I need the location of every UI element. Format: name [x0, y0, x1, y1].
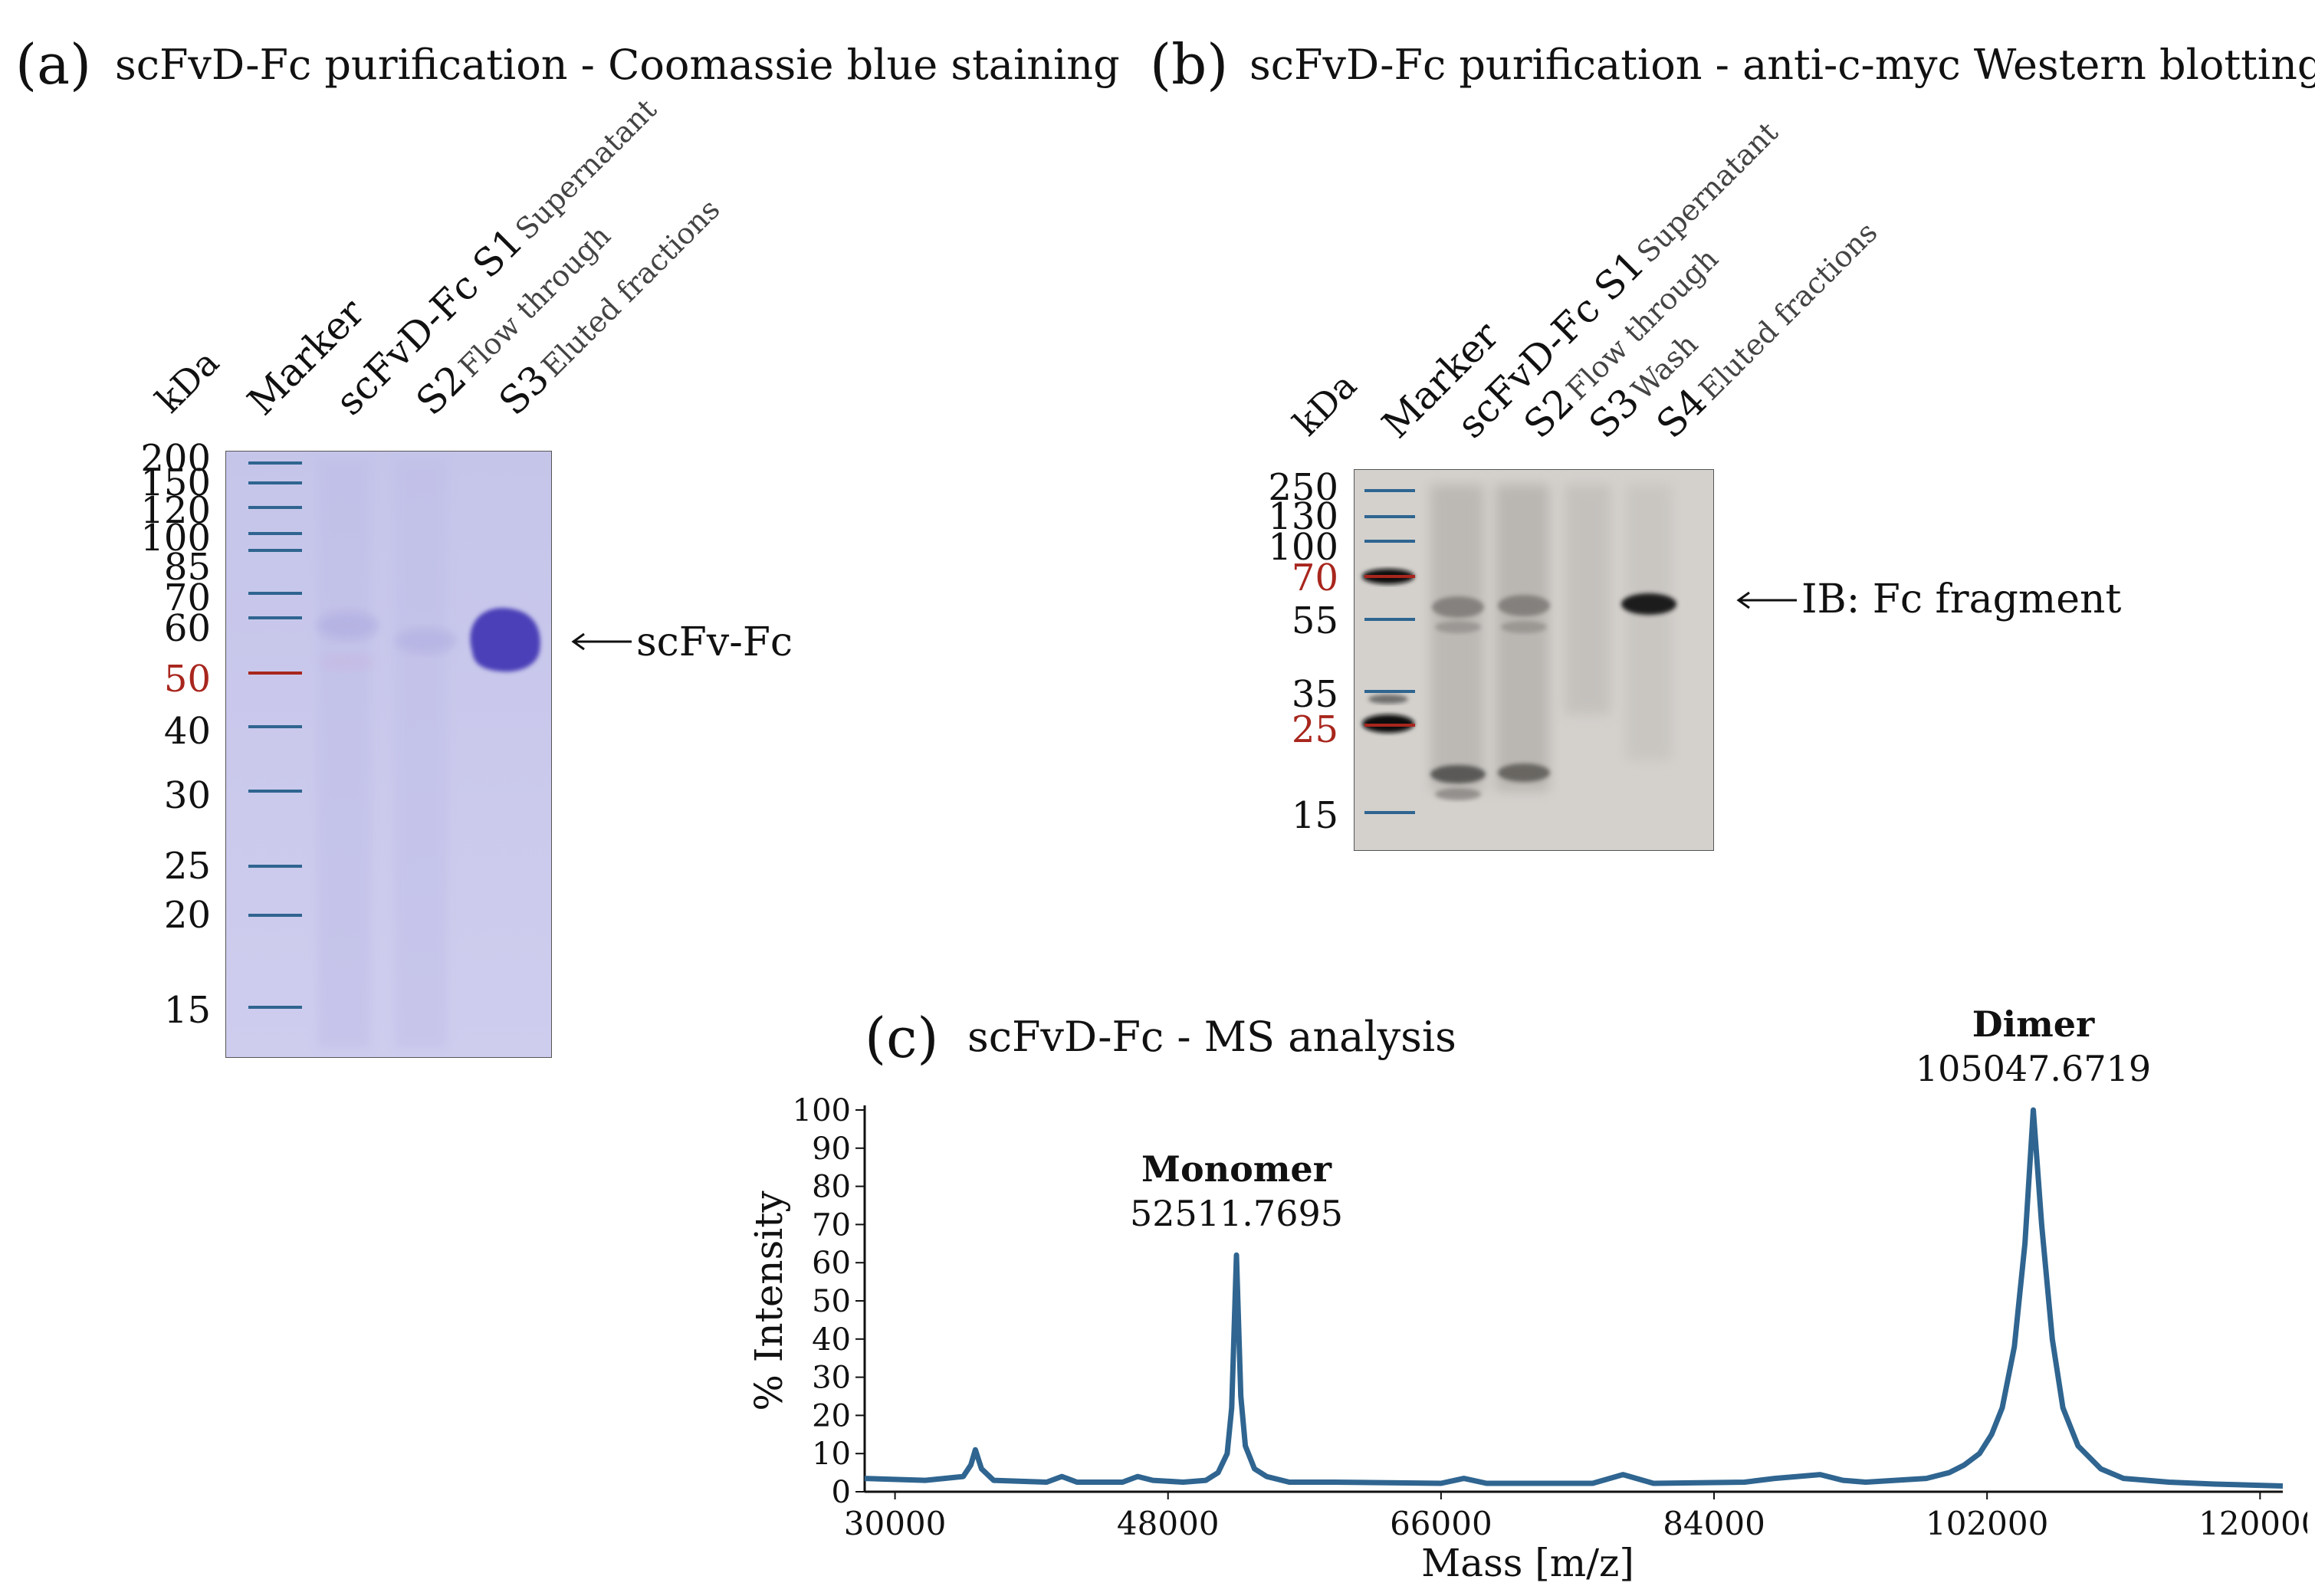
western-blot-image — [1354, 469, 1714, 851]
panel-a-kda-label: kDa — [147, 341, 228, 421]
y-tick-label: 50 — [812, 1284, 851, 1319]
mw-label-60: 60 — [163, 607, 211, 650]
mw-label-15: 15 — [163, 989, 211, 1032]
mw-label-20: 20 — [163, 894, 211, 937]
y-tick-label: 20 — [812, 1398, 851, 1433]
mw-label-35: 35 — [1291, 673, 1338, 716]
mw-label-150: 150 — [140, 461, 211, 504]
panel-a-lane-s1: scFvD-Fc S1 Supernatant — [327, 88, 663, 423]
y-tick-label: 60 — [812, 1246, 851, 1281]
x-tick-label: 120000 — [2198, 1505, 2307, 1542]
mw-label-85: 85 — [163, 546, 211, 589]
mw-label-100: 100 — [1268, 526, 1338, 569]
mw-label-25: 25 — [163, 845, 211, 888]
panel-a-letter: (a) — [15, 32, 92, 97]
x-tick-label: 48000 — [1117, 1505, 1220, 1542]
mw-label-30: 30 — [163, 774, 211, 817]
y-tick-label: 100 — [793, 1093, 851, 1128]
band-label-ib-fc-fragment: IB: Fc fragment — [1801, 576, 2122, 622]
x-tick-label: 84000 — [1663, 1505, 1765, 1542]
mw-label-70: 70 — [163, 576, 211, 619]
panel-b-title: scFvD-Fc purification - anti-c-myc Weste… — [1249, 41, 2315, 89]
mw-label-100: 100 — [140, 517, 211, 560]
mw-label-120: 120 — [140, 489, 211, 532]
panel-c-letter: (c) — [865, 1006, 939, 1070]
peak-annotation-label: Monomer — [1141, 1148, 1332, 1190]
y-tick-label: 10 — [812, 1437, 851, 1472]
arrow-icon — [571, 632, 632, 651]
lane-sub-label: Supernatant — [1630, 115, 1785, 270]
mw-label-200: 200 — [140, 437, 211, 480]
lane-sub-label: Eluted fractions — [1692, 215, 1884, 407]
arrow-icon — [1736, 591, 1797, 609]
mw-label-25: 25 — [1291, 708, 1338, 751]
y-tick-label: 40 — [812, 1322, 851, 1358]
coomassie-gel-image — [225, 451, 552, 1058]
x-tick-label: 30000 — [844, 1505, 947, 1542]
y-tick-label: 90 — [812, 1131, 851, 1167]
mw-label-70: 70 — [1291, 557, 1338, 599]
mw-label-130: 130 — [1268, 495, 1338, 538]
mw-label-55: 55 — [1291, 599, 1338, 642]
y-tick-label: 0 — [832, 1475, 851, 1510]
panel-b-letter: (b) — [1150, 32, 1229, 97]
x-tick-label: 102000 — [1926, 1505, 2048, 1542]
peak-annotation-label: Dimer — [1972, 1004, 2095, 1045]
panel-b-kda-label: kDa — [1285, 364, 1365, 444]
peak-annotation-value: 105047.6719 — [1916, 1048, 2151, 1089]
mw-label-250: 250 — [1268, 466, 1338, 509]
spectrum-line — [864, 1107, 2284, 1489]
panel-b-lane-s4: S4 Eluted fractions — [1648, 212, 1884, 447]
y-tick-label: 70 — [812, 1207, 851, 1243]
band-label-scfv-fc: scFv-Fc — [636, 619, 793, 665]
mw-label-50: 50 — [163, 658, 211, 701]
mw-label-15: 15 — [1291, 794, 1338, 837]
peak-annotation-value: 52511.7695 — [1130, 1193, 1343, 1234]
mw-label-40: 40 — [163, 710, 211, 753]
y-axis-label: % Intensity — [747, 1190, 791, 1411]
x-tick-label: 66000 — [1390, 1505, 1492, 1542]
panel-a-title: scFvD-Fc purification - Coomassie blue s… — [115, 41, 1120, 89]
y-tick-label: 30 — [812, 1361, 851, 1396]
x-axis-label: Mass [m/z] — [1421, 1541, 1634, 1585]
y-tick-label: 80 — [812, 1170, 851, 1205]
panel-c-title: scFvD-Fc - MS analysis — [967, 1013, 1456, 1061]
